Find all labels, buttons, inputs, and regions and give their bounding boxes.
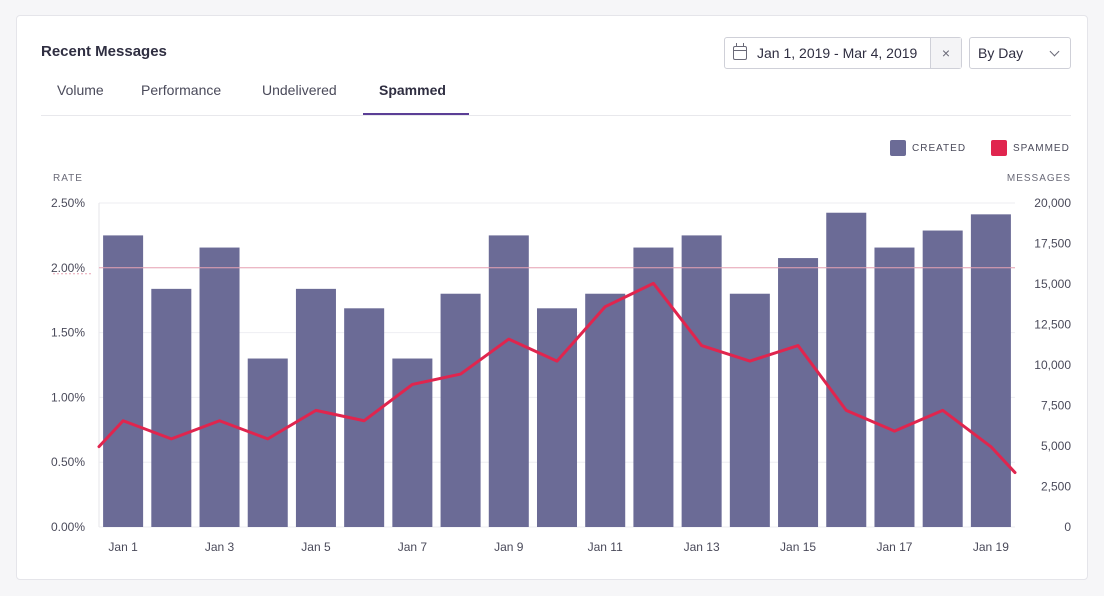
bar-created — [151, 288, 192, 527]
date-range-value[interactable]: Jan 1, 2019 - Mar 4, 2019 — [757, 45, 918, 61]
legend-swatch-spammed — [991, 140, 1007, 156]
legend-swatch-created — [890, 140, 906, 156]
x-tick-label: Jan 19 — [973, 540, 1009, 554]
left-tick-label: 0.00% — [51, 520, 85, 534]
card-title: Recent Messages — [41, 43, 167, 60]
bar-created — [392, 358, 433, 527]
granularity-select[interactable]: By Day — [969, 37, 1071, 69]
left-tick-label: 1.00% — [51, 390, 85, 404]
legend-item-spammed[interactable]: SPAMMED — [991, 140, 1070, 156]
x-tick-label: Jan 9 — [494, 540, 524, 554]
right-tick-label: 10,000 — [1034, 358, 1071, 372]
tab-volume[interactable]: Volume — [57, 82, 104, 98]
right-tick-label: 5,000 — [1041, 439, 1071, 453]
right-tick-label: 20,000 — [1034, 196, 1071, 210]
bar-created — [922, 230, 963, 528]
line-spammed — [97, 281, 1017, 475]
bar-created — [778, 258, 819, 527]
right-tick-label: 15,000 — [1034, 277, 1071, 291]
legend-label-created: CREATED — [912, 142, 967, 154]
x-tick-label: Jan 15 — [780, 540, 816, 554]
bar-created — [826, 212, 867, 527]
x-tick-label: Jan 7 — [398, 540, 428, 554]
calendar-icon — [733, 43, 747, 60]
x-tick-label: Jan 13 — [684, 540, 720, 554]
tab-performance[interactable]: Performance — [141, 82, 222, 98]
bar-created — [633, 247, 674, 528]
bar-created — [585, 293, 626, 527]
tab-undelivered[interactable]: Undelivered — [262, 82, 337, 98]
right-axis-title: MESSAGES — [1006, 173, 1071, 184]
bar-created — [970, 214, 1011, 527]
left-tick-label: 0.50% — [51, 455, 85, 469]
right-tick-label: 17,500 — [1034, 237, 1071, 251]
bar-created — [874, 247, 915, 528]
bar-created — [199, 247, 240, 528]
legend-item-created[interactable]: CREATED — [890, 140, 966, 156]
clear-date-button[interactable]: × — [930, 38, 961, 68]
x-tick-label: Jan 1 — [108, 540, 138, 554]
right-tick-label: 2,500 — [1041, 480, 1071, 494]
right-tick-label: 7,500 — [1041, 399, 1071, 413]
bar-created — [488, 235, 529, 527]
bar-created — [247, 358, 288, 527]
x-tick-label: Jan 17 — [876, 540, 912, 554]
tab-spammed[interactable]: Spammed — [379, 82, 446, 98]
x-tick-label: Jan 5 — [301, 540, 331, 554]
right-tick-label: 12,500 — [1034, 318, 1071, 332]
tab-bar: Volume Performance Undelivered Spammed — [41, 72, 1071, 116]
bar-created — [681, 235, 722, 527]
bar-created — [440, 293, 481, 527]
left-tick-label: 1.50% — [51, 326, 85, 340]
x-tick-label: Jan 3 — [205, 540, 235, 554]
legend-label-spammed: SPAMMED — [1013, 142, 1070, 154]
recent-messages-card: Recent Messages Jan 1, 2019 - Mar 4, 201… — [16, 15, 1088, 580]
bar-created — [295, 288, 336, 527]
granularity-value: By Day — [978, 45, 1024, 61]
left-tick-label: 2.50% — [51, 196, 85, 210]
messages-chart: 0.00% 0.50% 1.00% 1.50% 2.00% 2.50% 0 2,500 5,00… — [51, 196, 1071, 554]
right-tick-label: 0 — [1064, 520, 1071, 534]
x-tick-label: Jan 11 — [588, 540, 623, 554]
left-axis-title: RATE — [53, 173, 83, 184]
left-tick-label: 2.00% — [51, 261, 85, 275]
bar-created — [536, 308, 578, 527]
bar-created — [103, 235, 144, 527]
date-range-picker[interactable]: Jan 1, 2019 - Mar 4, 2019 × — [724, 37, 962, 69]
bar-created — [729, 293, 770, 527]
active-tab-indicator — [363, 113, 469, 115]
